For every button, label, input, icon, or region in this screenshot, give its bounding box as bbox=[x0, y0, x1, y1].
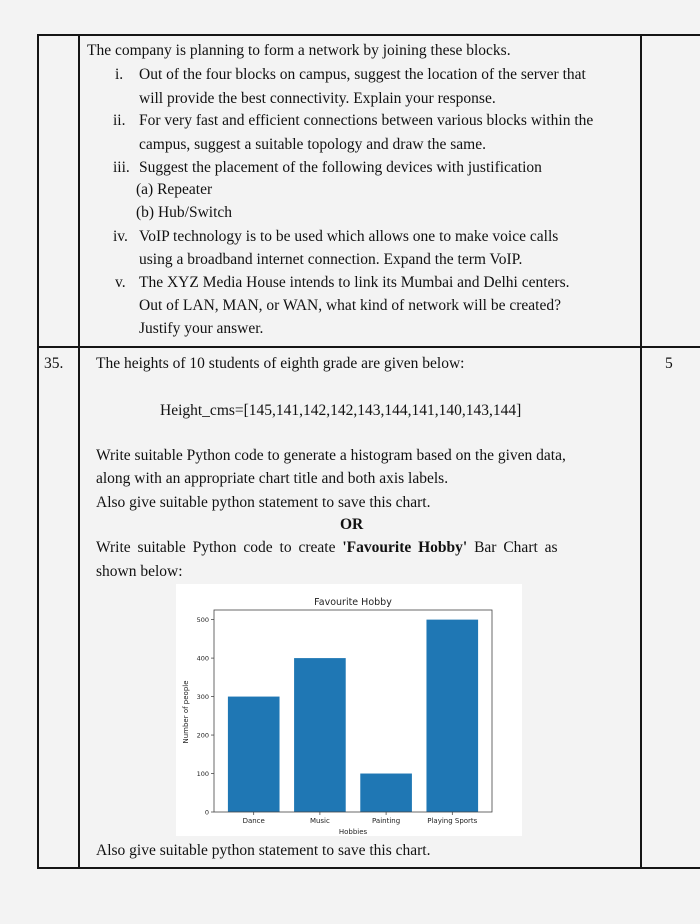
table-left-border bbox=[37, 34, 39, 869]
row-divider bbox=[37, 346, 700, 348]
item-line: (b) Hub/Switch bbox=[136, 204, 233, 221]
task2-post: Bar Chart as bbox=[467, 539, 558, 556]
question-intro: The heights of 10 students of eighth gra… bbox=[96, 355, 465, 372]
plot-frame bbox=[213, 609, 493, 813]
chart-title: Favourite Hobby bbox=[314, 597, 392, 608]
x-axis-label: Hobbies bbox=[339, 828, 368, 836]
item-line: Out of LAN, MAN, or WAN, what kind of ne… bbox=[139, 297, 561, 314]
item-line: VoIP technology is to be used which allo… bbox=[139, 228, 559, 245]
closing-line: Also give suitable python statement to s… bbox=[96, 842, 431, 859]
item-num: v. bbox=[115, 274, 126, 291]
item-num: ii. bbox=[113, 112, 126, 129]
x-tick-label: Painting bbox=[372, 817, 400, 825]
item-line: using a broadband internet connection. E… bbox=[139, 251, 523, 268]
item-line: Out of the four blocks on campus, sugges… bbox=[139, 66, 586, 83]
task1-line: along with an appropriate chart title an… bbox=[96, 470, 449, 487]
task2-line2: shown below: bbox=[96, 563, 183, 580]
item-num: iii. bbox=[113, 159, 130, 176]
task1-line: Also give suitable python statement to s… bbox=[96, 494, 431, 511]
item-num: i. bbox=[115, 66, 124, 83]
col-divider-1 bbox=[78, 34, 80, 869]
table-bottom-border bbox=[37, 867, 700, 869]
item-num: iv. bbox=[113, 228, 128, 245]
y-tick-label: 0 bbox=[205, 809, 209, 817]
bar-playing-sports bbox=[426, 619, 479, 812]
question-number: 35. bbox=[44, 355, 64, 372]
y-tick-label: 100 bbox=[197, 770, 209, 778]
table-top-border bbox=[37, 34, 700, 36]
col-divider-2 bbox=[640, 34, 642, 869]
item-line: The XYZ Media House intends to link its … bbox=[139, 274, 570, 291]
task2-pre: Write suitable Python code to create bbox=[96, 539, 343, 556]
x-tick-label: Playing Sports bbox=[427, 817, 477, 825]
bar-dance bbox=[227, 696, 280, 812]
item-line: For very fast and efficient connections … bbox=[139, 112, 594, 129]
bar-painting bbox=[360, 773, 412, 812]
item-line: will provide the best connectivity. Expl… bbox=[139, 90, 496, 107]
height-data: Height_cms=[145,141,142,142,143,144,141,… bbox=[160, 402, 522, 419]
item-line: Justify your answer. bbox=[139, 320, 264, 337]
y-axis-label: Number of people bbox=[182, 680, 190, 743]
x-tick-label: Music bbox=[310, 817, 330, 825]
y-tick-label: 200 bbox=[197, 732, 209, 740]
task2-line: Write suitable Python code to create 'Fa… bbox=[96, 538, 558, 558]
bar-music bbox=[294, 658, 346, 812]
item-line: (a) Repeater bbox=[136, 181, 213, 198]
y-tick-label: 300 bbox=[197, 693, 209, 701]
or-separator: OR bbox=[340, 516, 364, 533]
task1-line: Write suitable Python code to generate a… bbox=[96, 447, 566, 464]
y-tick-label: 400 bbox=[197, 655, 209, 663]
favourite-hobby-bar-chart: Favourite Hobby Number of people Hobbies… bbox=[176, 584, 522, 836]
question-marks: 5 bbox=[665, 355, 673, 372]
item-line: campus, suggest a suitable topology and … bbox=[139, 136, 486, 153]
x-tick-label: Dance bbox=[243, 817, 265, 825]
prev-intro: The company is planning to form a networ… bbox=[87, 42, 511, 59]
y-tick-label: 500 bbox=[197, 616, 209, 624]
task2-bold: 'Favourite Hobby' bbox=[342, 539, 468, 556]
item-line: Suggest the placement of the following d… bbox=[139, 159, 542, 176]
